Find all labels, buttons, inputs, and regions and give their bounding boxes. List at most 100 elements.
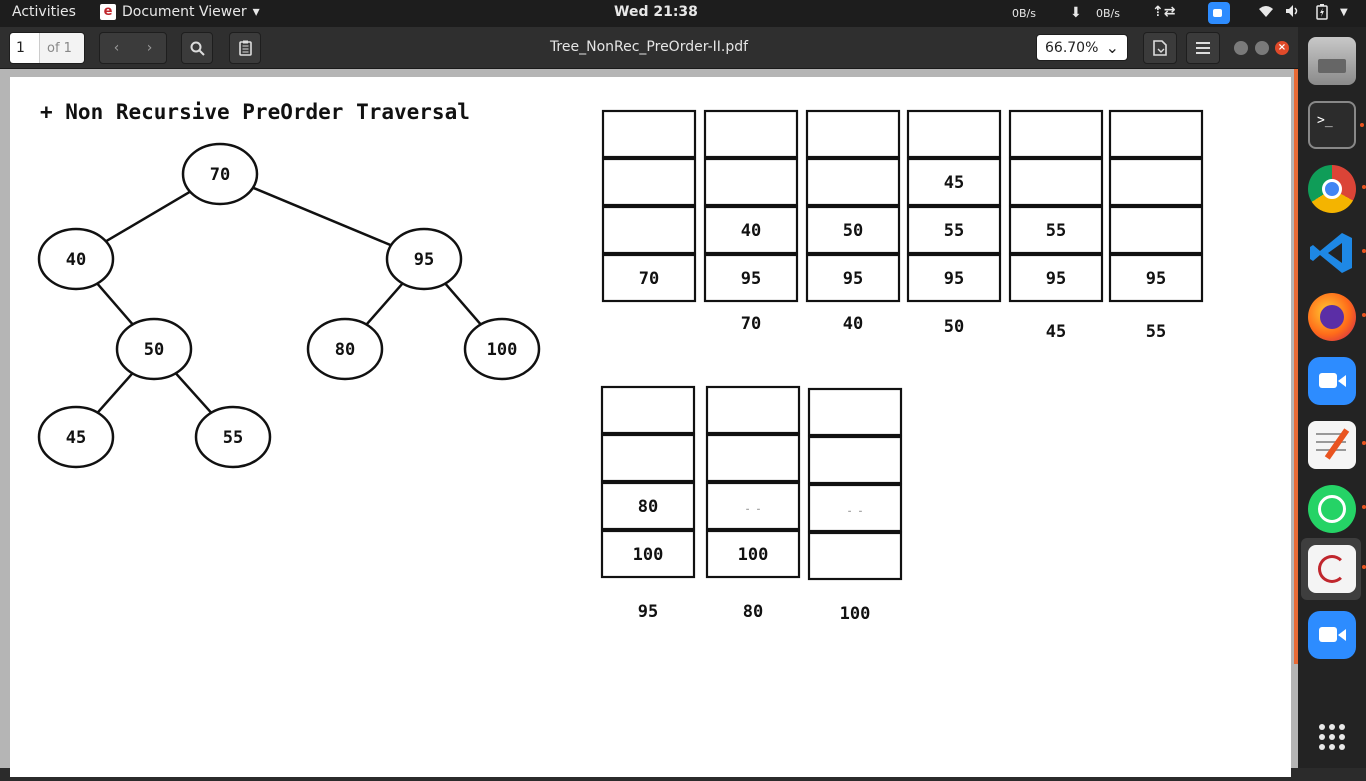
tree-node-circle (181, 142, 259, 206)
stack-cell (807, 531, 903, 581)
chevron-down-icon: ⌄ (1105, 38, 1119, 57)
tree-edge (102, 189, 194, 244)
tree-node: 50 (115, 317, 193, 381)
network-transfer-icon: ⇡⇄ (1152, 4, 1176, 20)
menu-icon (1196, 42, 1210, 54)
zoom-select[interactable]: 66.70% ⌄ (1036, 34, 1128, 61)
document-viewer-app-icon: e (100, 4, 116, 20)
document-save-icon (1153, 40, 1167, 56)
pdf-page: + Non Recursive PreOrder Traversal 70 40 9… (10, 77, 1291, 777)
volume-icon[interactable] (1285, 4, 1301, 22)
close-button[interactable]: × (1275, 41, 1289, 55)
app-menu[interactable]: e Document Viewer ▾ (100, 4, 260, 20)
zoom-icon[interactable] (1308, 357, 1356, 405)
tree-edge (365, 282, 404, 326)
tree-node-label: 40 (66, 250, 86, 270)
stack-cell (805, 157, 901, 207)
next-page-button[interactable]: › (146, 40, 153, 56)
previous-page-button[interactable]: ‹ (113, 40, 120, 56)
document-view[interactable]: + Non Recursive PreOrder Traversal 70 40 9… (0, 69, 1298, 777)
tree-node: 80 (306, 317, 384, 381)
stack-cell (703, 205, 799, 255)
search-icon (190, 41, 205, 56)
stack-snapshot: 50 95 40 (805, 109, 901, 334)
stack-cell (1108, 109, 1204, 159)
header-bar: of 1 ‹ › Tree_NonRec_PreOrder-II.pdf 66.… (0, 27, 1298, 69)
stack-cell-value: 55 (944, 221, 964, 241)
stack-cell (1008, 253, 1104, 303)
stack-cell (600, 385, 696, 435)
search-button[interactable] (181, 32, 213, 64)
stack-cell (807, 483, 903, 533)
stack-cell (805, 253, 901, 303)
stack-cell (906, 109, 1002, 159)
zoom-meetings-icon[interactable] (1308, 611, 1356, 659)
minimize-button[interactable] (1234, 41, 1248, 55)
stack-cell-value: 50 (843, 221, 863, 241)
tree-node-circle (306, 317, 384, 381)
stack-cell (1008, 205, 1104, 255)
stack-snapshot: 70 (601, 109, 697, 303)
tree-edge (444, 282, 482, 326)
activities-button[interactable]: Activities (12, 4, 76, 20)
stack-cell-value: 95 (1146, 269, 1166, 289)
net-download-speed: 0B/s (1096, 7, 1120, 20)
traversal-output: 95 (638, 602, 658, 622)
firefox-icon[interactable] (1308, 293, 1366, 341)
tree-node: 70 (181, 142, 259, 206)
document-heading: + Non Recursive PreOrder Traversal (40, 100, 470, 124)
tree-node: 55 (194, 405, 272, 469)
scroll-indicator (1294, 69, 1298, 664)
stack-cell (805, 109, 901, 159)
dock: >_ (1298, 27, 1366, 768)
stack-cell (705, 481, 801, 531)
clipboard-icon (238, 40, 252, 56)
wifi-icon[interactable] (1258, 4, 1274, 22)
traversal-output: 45 (1046, 322, 1066, 342)
stack-cell-value: 40 (741, 221, 761, 241)
vscode-icon[interactable] (1308, 229, 1366, 277)
stack-cell-value: - - (847, 507, 863, 517)
stack-cell (807, 387, 903, 437)
app-grid-icon[interactable] (1308, 713, 1356, 761)
chrome-icon[interactable] (1308, 165, 1366, 213)
files-icon[interactable] (1308, 37, 1356, 85)
stack-snapshot: 95 55 (1108, 109, 1204, 342)
stack-cell (703, 253, 799, 303)
stack-cell (1008, 109, 1104, 159)
battery-icon[interactable] (1316, 4, 1328, 24)
traversal-diagram: + Non Recursive PreOrder Traversal 70 40 9… (37, 100, 1204, 624)
zoom-value: 66.70% (1045, 39, 1099, 56)
stack-cell (1108, 253, 1204, 303)
stack-snapshot: - - 100 80 (705, 385, 801, 622)
download-arrow-icon: ⬇ (1070, 5, 1082, 21)
tree-node: 45 (37, 405, 115, 469)
annotations-button[interactable] (229, 32, 261, 64)
stack-snapshot: 55 95 45 (1008, 109, 1104, 342)
tree-node-circle (194, 405, 272, 469)
whatsapp-icon[interactable] (1308, 485, 1366, 533)
text-editor-icon[interactable] (1308, 421, 1366, 469)
stack-cell-value: 70 (639, 269, 659, 289)
tree-node-label: 100 (487, 340, 518, 360)
terminal-icon[interactable]: >_ (1308, 101, 1364, 149)
clock[interactable]: Wed 21:38 (614, 4, 698, 20)
zoom-tray-icon[interactable] (1208, 2, 1230, 24)
stack-cell (906, 157, 1002, 207)
stack-cell (600, 529, 696, 579)
document-viewer-icon[interactable] (1308, 545, 1366, 593)
save-copy-button[interactable] (1143, 32, 1177, 64)
hamburger-menu-button[interactable] (1186, 32, 1220, 64)
tree-node-label: 80 (335, 340, 355, 360)
stack-snapshot: 40 95 70 (703, 109, 799, 334)
net-upload-speed: 0B/s (1012, 7, 1036, 20)
traversal-output: 100 (840, 604, 871, 624)
maximize-button[interactable] (1255, 41, 1269, 55)
tree-node-label: 95 (414, 250, 434, 270)
tree-node-circle (385, 227, 463, 291)
tree-node-label: 45 (66, 428, 86, 448)
stack-cell (600, 481, 696, 531)
top-bar: Activities e Document Viewer ▾ Wed 21:38… (0, 0, 1366, 27)
system-menu-arrow-icon[interactable]: ▼ (1340, 7, 1348, 18)
page-number-input[interactable] (10, 33, 39, 63)
